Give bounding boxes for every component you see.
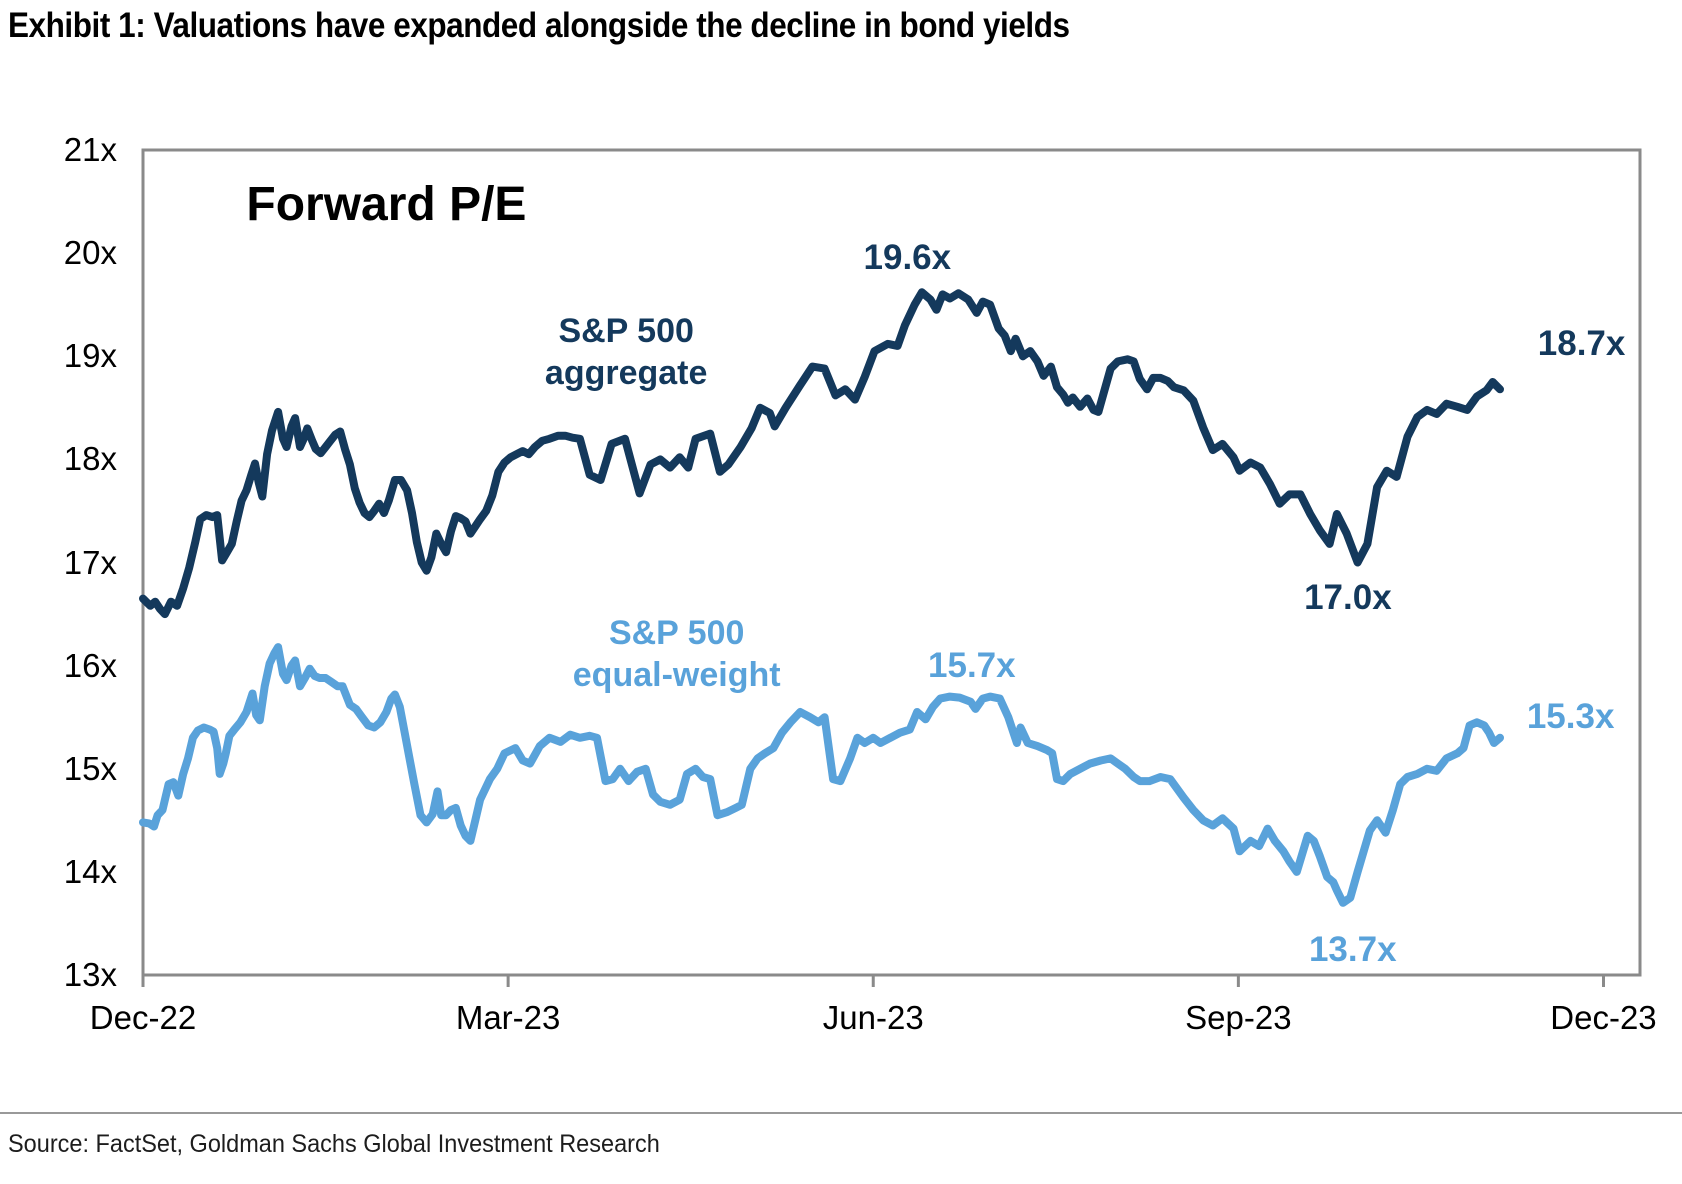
series-label-line: S&P 500	[558, 312, 694, 351]
source-divider	[0, 1112, 1682, 1114]
exhibit-title: Exhibit 1: Valuations have expanded alon…	[8, 6, 1070, 45]
series-line-equal-weight	[139, 643, 1504, 907]
y-axis-label-14x: 14x	[63, 852, 117, 890]
y-axis-label-13x: 13x	[63, 956, 117, 993]
series-label-line: aggregate	[544, 354, 708, 393]
y-axis-label-19x: 19x	[63, 337, 117, 375]
series-label-aggregate: S&P 500 aggregate	[436, 310, 816, 394]
series-label-line: S&P 500	[608, 614, 745, 653]
annotation-equal-weight-13.7x: 13.7x	[1308, 930, 1397, 970]
series-line-aggregate	[139, 288, 1504, 619]
series-label-line: equal-weight	[572, 656, 781, 695]
forward-pe-chart: 21x 20x 19x 18x 17x 16x 15x 14x 13x Dec-22 Mar-23…	[63, 131, 1657, 1036]
x-axis-label-Dec-22: Dec-22	[89, 999, 197, 1036]
series-label-equal-weight: S&P 500 equal-weight	[487, 612, 867, 696]
chart-canvas	[139, 148, 1642, 987]
annotation-aggregate-18.7x: 18.7x	[1537, 323, 1626, 363]
annotation-equal-weight-15.3x: 15.3x	[1526, 697, 1615, 737]
y-axis-label-15x: 15x	[63, 749, 117, 787]
x-axis-label-Sep-23: Sep-23	[1185, 999, 1292, 1036]
y-axis-label-20x: 20x	[63, 234, 117, 272]
annotation-aggregate-19.6x: 19.6x	[863, 238, 952, 278]
y-axis-label-16x: 16x	[63, 646, 117, 684]
source-note: Source: FactSet, Goldman Sachs Global In…	[8, 1130, 660, 1158]
y-axis-label-21x: 21x	[63, 131, 117, 168]
y-axis-label-18x: 18x	[63, 440, 117, 478]
y-axis-label-17x: 17x	[63, 543, 117, 581]
plot-border	[141, 148, 1642, 977]
x-axis-label-Jun-23: Jun-23	[822, 999, 924, 1036]
annotation-aggregate-17.0x: 17.0x	[1304, 577, 1392, 617]
chart-title-forward-pe: Forward P/E	[246, 177, 527, 231]
x-axis-label-Dec-23: Dec-23	[1550, 999, 1657, 1036]
x-axis-label-Mar-23: Mar-23	[455, 999, 561, 1036]
annotation-equal-weight-15.7x: 15.7x	[928, 645, 1016, 685]
